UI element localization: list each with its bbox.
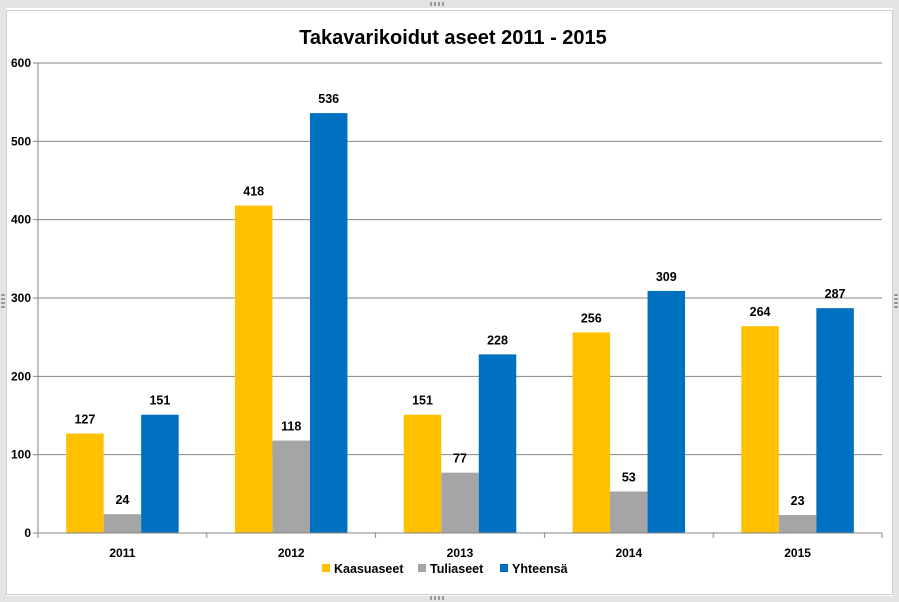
y-tick-label: 200	[11, 369, 31, 383]
data-label: 536	[318, 92, 339, 106]
data-label: 118	[281, 420, 301, 434]
bar[interactable]	[778, 514, 817, 533]
legend-label: Yhteensä	[512, 562, 568, 576]
data-label: 228	[487, 333, 508, 347]
data-label: 77	[453, 452, 467, 466]
data-label: 256	[581, 311, 602, 325]
legend-swatch	[418, 564, 426, 572]
data-label: 264	[750, 305, 771, 319]
y-axis: 0 100 200 300 400 500 600	[11, 56, 39, 540]
x-tick-label: 2013	[447, 546, 474, 560]
legend-swatch	[500, 564, 508, 572]
bars	[66, 113, 854, 534]
bar[interactable]	[403, 414, 442, 533]
bar[interactable]	[309, 113, 348, 533]
y-tick-label: 0	[24, 526, 31, 540]
legend-item[interactable]: Yhteensä	[500, 562, 568, 576]
data-label: 23	[791, 494, 805, 508]
y-tick-label: 500	[11, 134, 31, 148]
bar[interactable]	[816, 308, 854, 533]
bar[interactable]	[478, 354, 517, 533]
legend-label: Tuliaseet	[430, 562, 484, 576]
x-tick-label: 2012	[278, 546, 305, 560]
data-label: 309	[656, 270, 677, 284]
resize-handle-top[interactable]	[430, 2, 444, 6]
data-label: 418	[243, 185, 264, 199]
data-label: 151	[412, 394, 433, 408]
y-tick-label: 400	[11, 213, 31, 227]
data-label: 53	[622, 470, 636, 484]
x-tick-label: 2015	[784, 546, 811, 560]
bar[interactable]	[103, 514, 142, 533]
bar[interactable]	[234, 205, 273, 534]
legend-label: Kaasuaseet	[334, 562, 404, 576]
bar[interactable]	[610, 491, 648, 533]
data-label: 127	[74, 413, 95, 427]
y-tick-label: 300	[11, 291, 31, 305]
chart-title: Takavarikoidut aseet 2011 - 2015	[299, 27, 607, 49]
bar[interactable]	[572, 332, 611, 533]
resize-handle-left[interactable]	[1, 294, 5, 308]
resize-handle-bottom[interactable]	[430, 596, 444, 600]
x-axis: 2011 2012 2013 2014 2015	[37, 532, 883, 560]
y-tick-label: 100	[11, 448, 31, 462]
bar[interactable]	[272, 440, 310, 533]
bar[interactable]	[141, 414, 179, 533]
x-tick-label: 2014	[615, 546, 642, 560]
bar[interactable]	[66, 433, 104, 533]
bar[interactable]	[441, 472, 479, 533]
data-labels: 127 24 151 418 118 536 151 77 228 256 53 309 264 23 28…	[74, 92, 845, 508]
bar[interactable]	[647, 290, 686, 533]
data-label: 287	[825, 287, 846, 301]
legend-swatch	[322, 564, 330, 572]
legend-item[interactable]: Kaasuaseet	[322, 562, 404, 576]
x-tick-label: 2011	[109, 546, 135, 560]
data-label: 151	[149, 394, 170, 408]
resize-handle-right[interactable]	[894, 294, 898, 308]
legend: Kaasuaseet Tuliaseet Yhteensä	[322, 562, 568, 576]
data-label: 24	[115, 493, 129, 507]
y-tick-label: 600	[11, 56, 31, 70]
bar[interactable]	[741, 326, 779, 533]
legend-item[interactable]: Tuliaseet	[418, 562, 484, 576]
